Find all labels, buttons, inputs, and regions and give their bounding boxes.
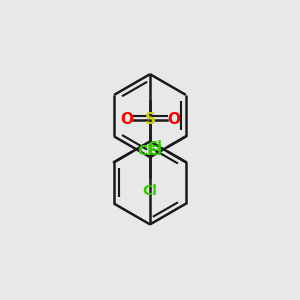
Text: Cl: Cl: [142, 184, 158, 198]
Text: O: O: [120, 112, 133, 128]
Text: Cl: Cl: [147, 140, 162, 154]
Text: S: S: [145, 112, 155, 128]
Text: O: O: [167, 112, 180, 128]
Text: Cl: Cl: [147, 144, 162, 158]
Text: Cl: Cl: [138, 144, 153, 158]
